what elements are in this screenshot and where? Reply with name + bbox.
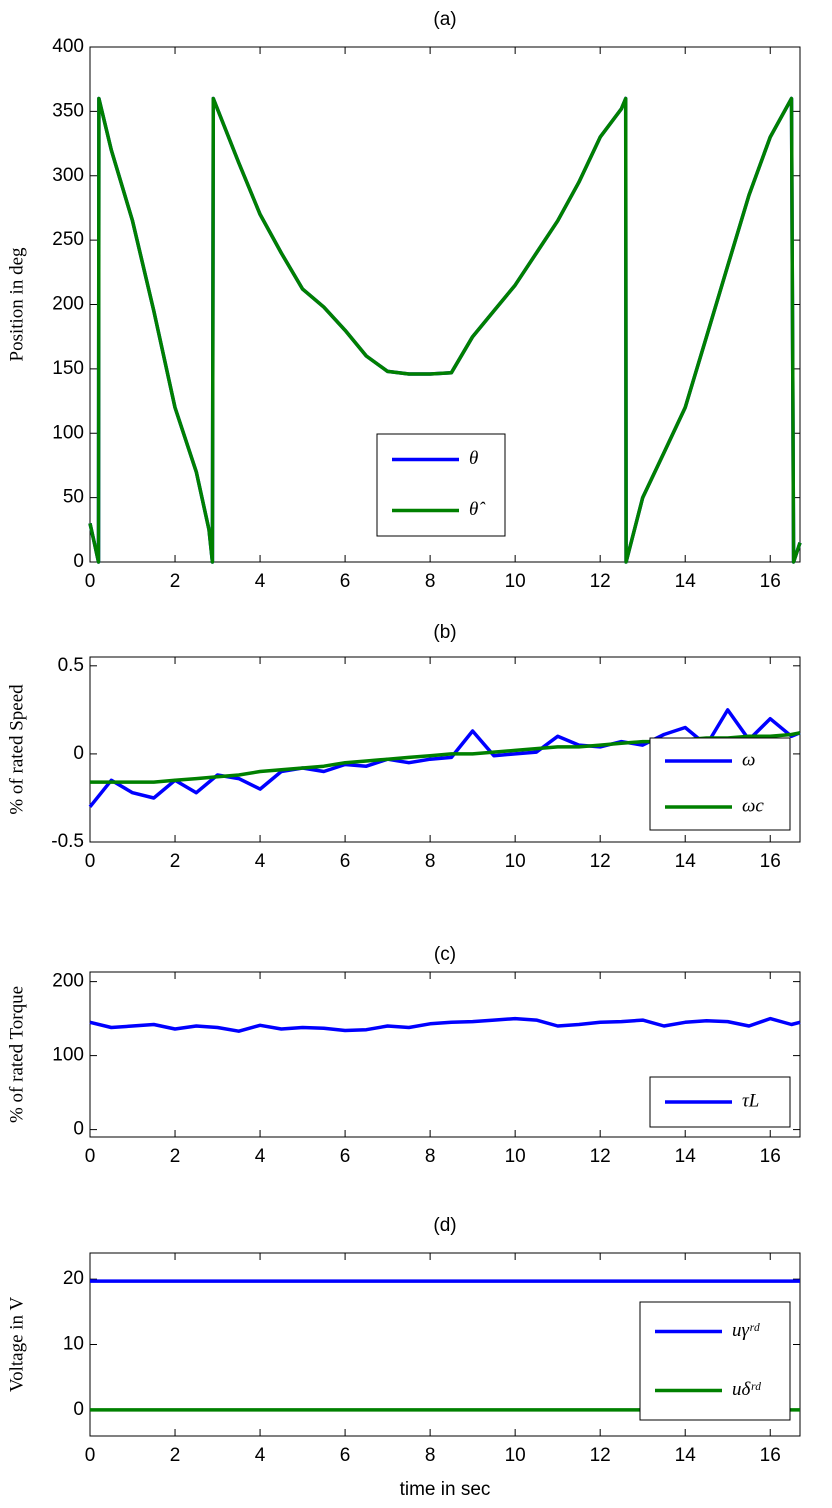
- y-tick-label: 200: [52, 971, 84, 992]
- x-tick-label: 0: [85, 1445, 96, 1466]
- x-tick-label: 8: [425, 851, 436, 872]
- chart-title: (b): [433, 622, 456, 643]
- x-tick-label: 16: [760, 571, 781, 592]
- x-tick-label: 10: [505, 1146, 526, 1167]
- x-tick-label: 14: [675, 1146, 697, 1167]
- x-tick-label: 8: [425, 571, 436, 592]
- y-tick-label: 0: [73, 1399, 84, 1420]
- data-line: [88, 708, 801, 808]
- x-tick-label: 16: [760, 1445, 781, 1466]
- y-tick-label: 50: [63, 487, 84, 508]
- x-tick-label: 16: [760, 1146, 781, 1167]
- chart-title: (c): [434, 944, 456, 965]
- x-tick-label: 10: [505, 571, 526, 592]
- x-tick-label: 0: [85, 571, 96, 592]
- x-tick-label: 10: [505, 851, 526, 872]
- legend-label: τL: [742, 1090, 759, 1111]
- chart-title: (d): [433, 1215, 456, 1236]
- x-tick-label: 16: [760, 851, 781, 872]
- x-tick-label: 8: [425, 1445, 436, 1466]
- x-tick-label: 6: [340, 1146, 351, 1167]
- y-tick-label: 10: [63, 1334, 84, 1355]
- x-tick-label: 2: [170, 1146, 181, 1167]
- legend-box: [649, 737, 791, 831]
- x-tick-label: 0: [85, 1146, 96, 1167]
- x-tick-label: 12: [590, 851, 611, 872]
- y-axis-label: Voltage in V: [6, 1297, 27, 1393]
- y-tick-label: 350: [52, 100, 84, 121]
- y-tick-label: 250: [52, 229, 84, 250]
- y-tick-label: 0: [73, 1119, 84, 1140]
- y-tick-label: 150: [52, 358, 84, 379]
- x-tick-label: 8: [425, 1146, 436, 1167]
- x-tick-label: 2: [170, 1445, 181, 1466]
- y-axis-label: Position in deg: [6, 247, 27, 362]
- y-axis-label: % of rated Speed: [6, 684, 27, 815]
- y-tick-label: 200: [52, 294, 84, 315]
- data-line: [89, 1016, 801, 1033]
- x-tick-label: 4: [255, 1146, 266, 1167]
- x-tick-label: 2: [170, 851, 181, 872]
- legend-label: uγʳᵈ: [732, 1320, 760, 1341]
- x-tick-label: 14: [675, 1445, 697, 1466]
- x-tick-label: 14: [675, 851, 697, 872]
- chart-title: (a): [433, 9, 456, 30]
- x-tick-label: 2: [170, 571, 181, 592]
- x-tick-label: 0: [85, 851, 96, 872]
- x-tick-label: 10: [505, 1445, 526, 1466]
- x-axis-label: time in sec: [400, 1479, 491, 1500]
- legend-label: ωc: [742, 795, 764, 816]
- y-tick-label: 400: [52, 36, 84, 57]
- y-tick-label: 0: [73, 551, 84, 572]
- x-tick-label: 6: [340, 1445, 351, 1466]
- y-tick-label: 0.5: [58, 655, 84, 676]
- x-tick-label: 4: [255, 851, 266, 872]
- x-tick-label: 4: [255, 1445, 266, 1466]
- legend-label: uδʳᵈ: [732, 1379, 762, 1400]
- x-tick-label: 4: [255, 571, 266, 592]
- legend-label: θ: [469, 448, 478, 469]
- legend-box: [639, 1301, 791, 1421]
- x-tick-label: 6: [340, 851, 351, 872]
- plot-frame: [89, 656, 801, 843]
- y-tick-label: 100: [52, 422, 84, 443]
- data-line: [88, 96, 802, 564]
- x-tick-label: 12: [590, 1445, 611, 1466]
- y-tick-label: 300: [52, 165, 84, 186]
- plot-frame: [89, 971, 801, 1138]
- y-tick-label: 20: [63, 1268, 84, 1289]
- legend-label: ω: [742, 749, 755, 770]
- x-tick-label: 14: [675, 571, 697, 592]
- y-tick-label: 0: [73, 743, 84, 764]
- y-tick-label: 100: [52, 1045, 84, 1066]
- x-tick-label: 12: [590, 1146, 611, 1167]
- x-tick-label: 6: [340, 571, 351, 592]
- legend-box: [376, 433, 506, 537]
- y-axis-label: % of rated Torque: [6, 986, 27, 1123]
- x-tick-label: 12: [590, 571, 611, 592]
- y-tick-label: -0.5: [51, 831, 84, 852]
